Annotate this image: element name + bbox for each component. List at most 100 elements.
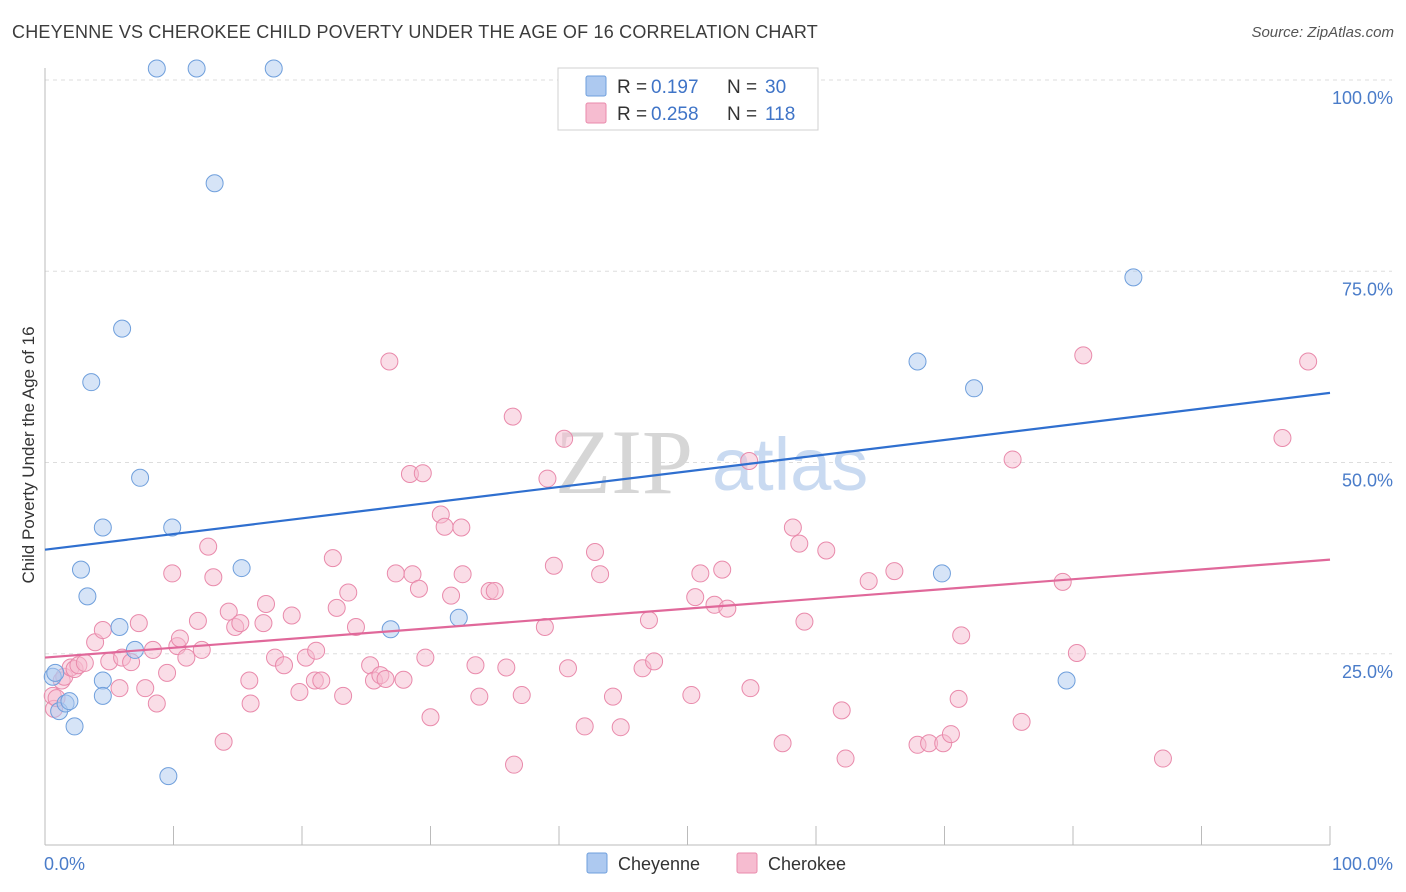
cheyenne-point xyxy=(46,663,65,682)
cheyenne-point xyxy=(147,59,166,78)
cherokee-point xyxy=(885,562,904,581)
cherokee-point xyxy=(718,599,737,618)
cherokee-point xyxy=(75,653,94,672)
legend-r-label-cheyenne: R = xyxy=(617,77,647,98)
cherokee-point xyxy=(783,518,802,537)
cherokee-point xyxy=(691,564,710,583)
trend-line-cheyenne xyxy=(44,391,1331,551)
cherokee-point xyxy=(254,614,273,633)
cherokee-point xyxy=(645,652,664,671)
cherokee-point xyxy=(713,560,732,579)
legend-n-label-cheyenne: N = xyxy=(727,77,757,98)
legend-n-label-cherokee: N = xyxy=(727,104,757,125)
cheyenne-point xyxy=(1057,671,1076,690)
cherokee-point xyxy=(177,648,196,667)
cherokee-point xyxy=(859,572,878,591)
cherokee-point xyxy=(817,541,836,560)
y-tick-label: 25.0% xyxy=(1342,662,1393,682)
cheyenne-point xyxy=(1124,268,1143,287)
cherokee-point xyxy=(538,469,557,488)
cheyenne-points xyxy=(43,59,1143,786)
x-tick-label: 100.0% xyxy=(1332,854,1393,874)
cherokee-point xyxy=(110,679,129,698)
cheyenne-point xyxy=(163,518,182,537)
cheyenne-point xyxy=(65,717,84,736)
cheyenne-point xyxy=(113,319,132,338)
cherokee-point xyxy=(380,352,399,371)
bottom-legend-cherokee: Cherokee xyxy=(768,854,846,874)
cherokee-point xyxy=(832,701,851,720)
cheyenne-point xyxy=(60,692,79,711)
cherokee-point xyxy=(1299,352,1318,371)
cherokee-point xyxy=(470,687,489,706)
cheyenne-point xyxy=(110,617,129,636)
cheyenne-point xyxy=(93,518,112,537)
cheyenne-point xyxy=(232,559,251,578)
cherokee-point xyxy=(346,617,365,636)
cherokee-point xyxy=(170,629,189,648)
cherokee-point xyxy=(240,671,259,690)
cheyenne-point xyxy=(908,352,927,371)
y-tick-labels: 25.0% 50.0% 75.0% 100.0% xyxy=(1332,88,1393,682)
cherokee-point xyxy=(413,464,432,483)
cherokee-point xyxy=(129,614,148,633)
cheyenne-point xyxy=(264,59,283,78)
trend-lines xyxy=(44,391,1331,659)
cherokee-point xyxy=(282,606,301,625)
cherokee-point xyxy=(409,579,428,598)
trend-line-cherokee xyxy=(44,558,1331,659)
cherokee-point xyxy=(575,717,594,736)
cherokee-point xyxy=(312,671,331,690)
cheyenne-point xyxy=(93,671,112,690)
cherokee-point xyxy=(639,611,658,630)
cherokee-point xyxy=(941,725,960,744)
cherokee-point xyxy=(453,565,472,584)
cherokee-point xyxy=(558,659,577,678)
cherokee-point xyxy=(257,595,276,614)
cherokee-point xyxy=(1074,346,1093,365)
cherokee-point xyxy=(386,564,405,583)
x-tick-labels: 0.0% 100.0% xyxy=(44,854,1393,874)
cherokee-point xyxy=(307,641,326,660)
cherokee-point xyxy=(585,543,604,562)
y-axis-label: Child Poverty Under the Age of 16 xyxy=(19,326,38,583)
cherokee-point xyxy=(555,429,574,448)
cheyenne-point xyxy=(187,59,206,78)
cherokee-point xyxy=(741,679,760,698)
cherokee-point xyxy=(290,683,309,701)
cherokee-point xyxy=(452,518,471,537)
cherokee-point xyxy=(952,626,971,645)
cherokee-point xyxy=(1012,712,1031,731)
cherokee-point xyxy=(591,565,610,584)
cheyenne-point xyxy=(78,587,97,606)
cherokee-point xyxy=(416,648,435,667)
cherokee-point xyxy=(275,656,294,675)
cherokee-point xyxy=(334,686,353,705)
axes xyxy=(44,68,1331,846)
chart-title: CHEYENNE VS CHEROKEE CHILD POVERTY UNDER… xyxy=(12,22,818,42)
cherokee-point xyxy=(795,612,814,631)
cherokee-point xyxy=(93,621,112,640)
bottom-legend: Cheyenne Cherokee xyxy=(586,852,846,874)
cherokee-point xyxy=(192,640,211,659)
legend-swatch-cheyenne xyxy=(585,75,607,97)
cherokee-point xyxy=(163,564,182,583)
cheyenne-point xyxy=(93,686,112,705)
cherokee-point xyxy=(199,537,218,556)
cherokee-point xyxy=(376,669,395,688)
cherokee-point xyxy=(1273,429,1292,448)
y-tick-label: 75.0% xyxy=(1342,279,1393,299)
cherokee-point xyxy=(327,598,346,617)
cherokee-point xyxy=(158,663,177,682)
cherokee-point xyxy=(1053,572,1072,591)
cherokee-point xyxy=(147,694,166,713)
cheyenne-point xyxy=(449,608,468,627)
cherokee-point xyxy=(188,611,207,630)
legend-n-value-cheyenne: 30 xyxy=(765,77,786,98)
legend-r-label-cherokee: R = xyxy=(617,104,647,125)
cherokee-point xyxy=(466,656,485,675)
cherokee-point xyxy=(836,749,855,768)
cherokee-point xyxy=(394,670,413,689)
cherokee-point xyxy=(231,614,250,633)
